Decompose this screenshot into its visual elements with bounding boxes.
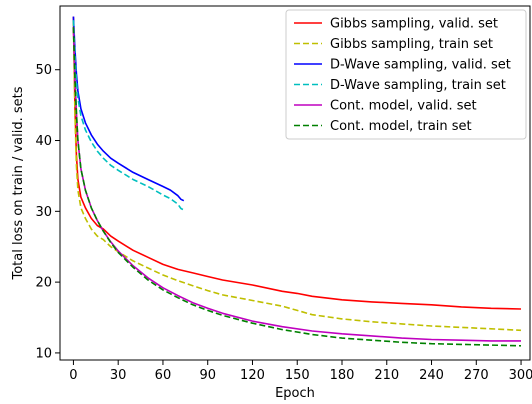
- series-layer: [72, 16, 522, 347]
- y-tick-label: 10: [35, 346, 52, 361]
- x-tick-label: 150: [285, 368, 310, 383]
- y-tick-label: 20: [35, 276, 52, 291]
- legend-frame: [285, 9, 527, 140]
- legend-label: D-Wave sampling, train set: [330, 78, 506, 93]
- x-tick-label: 90: [199, 368, 216, 383]
- x-tick-label: 0: [69, 368, 77, 383]
- x-tick-label: 60: [155, 368, 172, 383]
- legend-label: D-Wave sampling, valid. set: [330, 58, 511, 73]
- series-line-2: [72, 20, 522, 332]
- legend-label: Gibbs sampling, valid. set: [330, 17, 498, 32]
- x-tick-label: 180: [330, 368, 355, 383]
- series-line-3: [72, 16, 185, 202]
- legend-label: Gibbs sampling, train set: [330, 37, 493, 52]
- series-line-4: [72, 20, 185, 211]
- series-line-5: [72, 27, 521, 342]
- x-tick-label: 30: [110, 368, 127, 383]
- y-tick-label: 40: [35, 134, 52, 149]
- x-tick-label: 120: [240, 368, 265, 383]
- y-axis-ticks: 10 20 30 40 50: [35, 63, 60, 361]
- y-tick-label: 30: [35, 205, 52, 220]
- x-axis-label: Epoch: [275, 386, 315, 401]
- legend-label: Cont. model, train set: [330, 119, 472, 134]
- series-line-6: [72, 27, 522, 347]
- y-axis-label: Total loss on train / valid. sets: [11, 86, 26, 280]
- series-line-1: [72, 16, 522, 310]
- legend-label: Cont. model, valid. set: [330, 99, 477, 114]
- y-tick-label: 50: [35, 63, 52, 78]
- legend: Gibbs sampling, valid. set Gibbs sampling…: [285, 9, 527, 140]
- x-tick-label: 300: [509, 368, 532, 383]
- x-tick-label: 210: [374, 368, 399, 383]
- x-tick-label: 270: [464, 368, 489, 383]
- x-axis-ticks: 0 30 60 90 120 150 180 210 240 270 300: [69, 360, 532, 383]
- plot-frame: [59, 5, 531, 361]
- x-tick-label: 240: [419, 368, 444, 383]
